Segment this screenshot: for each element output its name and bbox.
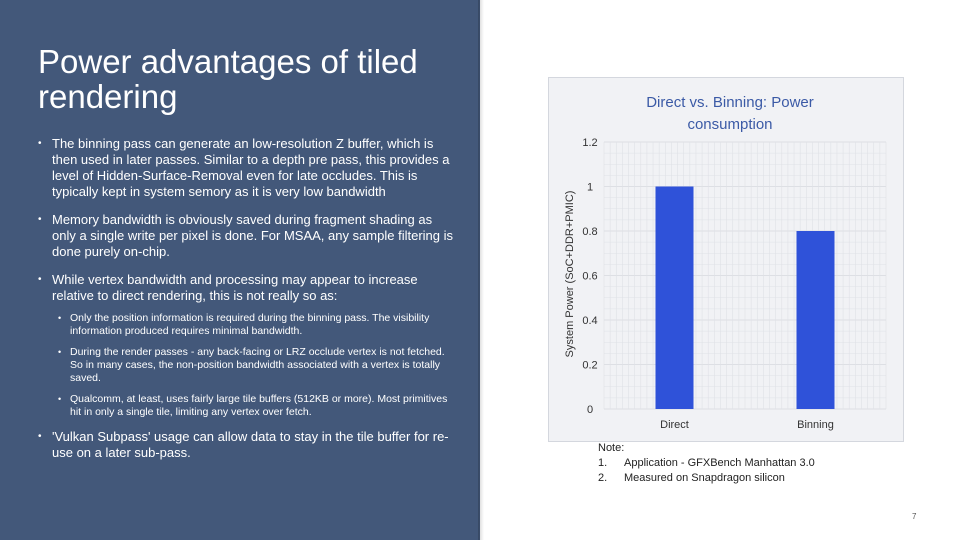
x-tick-label: Binning [797,419,834,431]
sub-bullet-item: During the render passes - any back-faci… [38,346,458,385]
y-tick-label: 0.8 [582,226,597,238]
y-tick-label: 0 [587,404,593,416]
bar-binning [796,231,835,409]
chart-grid [603,141,887,410]
bullet-item: While vertex bandwidth and processing ma… [38,272,458,304]
bullet-list: The binning pass can generate an low-res… [38,136,458,473]
y-tick-labels: 0 0.2 0.4 0.6 0.8 1 1.2 [582,137,597,416]
y-tick-label: 0.6 [582,271,597,283]
chart-container [548,77,904,442]
note-number: 2. [598,472,608,484]
page-number: 7 [912,512,917,521]
x-tick-label: Direct [660,419,689,431]
note-text: Measured on Snapdragon silicon [624,472,785,484]
y-tick-label: 1 [587,182,593,194]
sub-bullet-list: Only the position information is require… [38,312,458,419]
bullet-item: 'Vulkan Subpass' usage can allow data to… [38,429,458,461]
sub-bullet-item: Only the position information is require… [38,312,458,338]
bullet-item: The binning pass can generate an low-res… [38,136,458,200]
y-axis-label: System Power (SoC+DDR+PMIC) [564,191,576,358]
chart-bars [655,186,835,409]
y-tick-label: 0.2 [582,360,597,372]
note-number: 1. [598,457,608,469]
y-tick-label: 1.2 [582,137,597,149]
chart-note: Note: 1. Application - GFXBench Manhatta… [598,441,815,486]
note-item: 1. Application - GFXBench Manhattan 3.0 [598,456,815,471]
note-item: 2. Measured on Snapdragon silicon [598,471,815,486]
sub-bullet-item: Qualcomm, at least, uses fairly large ti… [38,393,458,419]
panel-divider-shadow [478,0,484,540]
slide-title: Power advantages of tiled rendering [38,43,418,115]
bar-direct [655,186,694,409]
y-tick-label: 0.4 [582,315,597,327]
note-text: Application - GFXBench Manhattan 3.0 [624,457,815,469]
bullet-item: Memory bandwidth is obviously saved duri… [38,212,458,260]
x-tick-labels: Direct Binning [660,419,834,431]
chart-title: Direct vs. Binning: Power consumption [646,94,814,133]
note-heading: Note: [598,442,625,454]
